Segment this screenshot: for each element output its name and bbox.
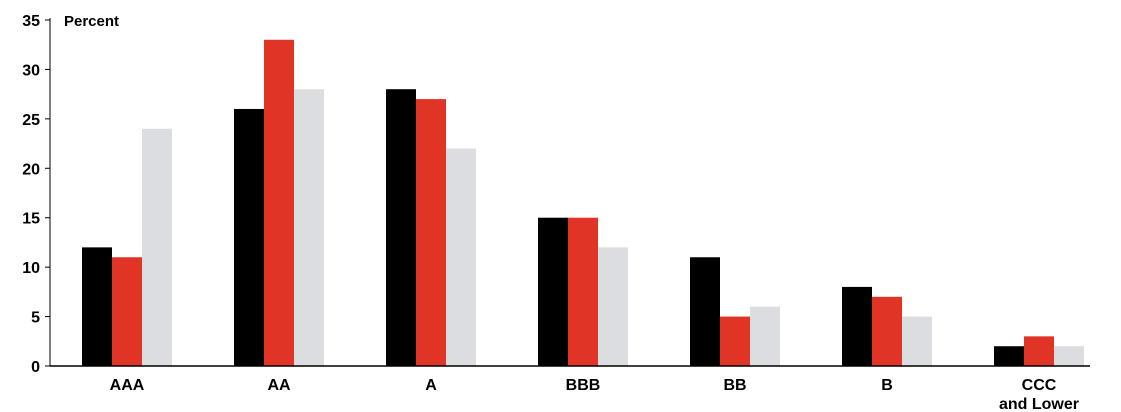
bar-1	[538, 217, 568, 366]
y-tick-label: 5	[31, 310, 40, 327]
y-tick-label: 30	[22, 62, 40, 79]
bar-1	[842, 286, 872, 366]
bar-1	[690, 257, 720, 366]
bar-1	[82, 247, 112, 366]
x-tick-label: A	[425, 377, 437, 394]
y-tick-label: 20	[22, 161, 40, 178]
bar-3	[294, 89, 324, 366]
x-axis: AAA AA A BBB BB B CCC and Lower	[50, 365, 1090, 412]
x-tick-label: AAA	[110, 377, 145, 394]
y-tick-label: 15	[22, 211, 40, 228]
x-tick-label: BB	[723, 377, 746, 394]
x-tick-label: BBB	[566, 377, 601, 394]
bar-2	[872, 296, 902, 366]
bar-2	[720, 316, 750, 366]
bar-1	[386, 89, 416, 366]
bar-3	[598, 247, 628, 366]
bar-2	[112, 257, 142, 366]
bar-3	[142, 128, 172, 366]
y-tick-label: 0	[31, 359, 40, 376]
x-tick-label: AA	[267, 377, 291, 394]
bar-2	[1024, 336, 1054, 366]
bar-3	[446, 148, 476, 366]
y-axis-unit-label: Percent	[64, 13, 119, 30]
x-tick-label: B	[881, 377, 893, 394]
bar-2	[264, 39, 294, 367]
bar-1	[994, 346, 1024, 366]
bars	[82, 39, 1084, 367]
y-tick-label: 10	[22, 260, 40, 277]
bar-3	[1054, 346, 1084, 366]
bar-2	[416, 99, 446, 366]
y-tick-label: 25	[22, 112, 40, 129]
bar-1	[234, 108, 264, 366]
bar-2	[568, 217, 598, 366]
y-tick-label: 35	[22, 13, 40, 30]
bar-3	[750, 306, 780, 366]
x-tick-label: CCC and Lower	[999, 377, 1079, 412]
bar-3	[902, 316, 932, 366]
y-axis: 0 5 10 15 20 25 30 35	[22, 13, 51, 376]
